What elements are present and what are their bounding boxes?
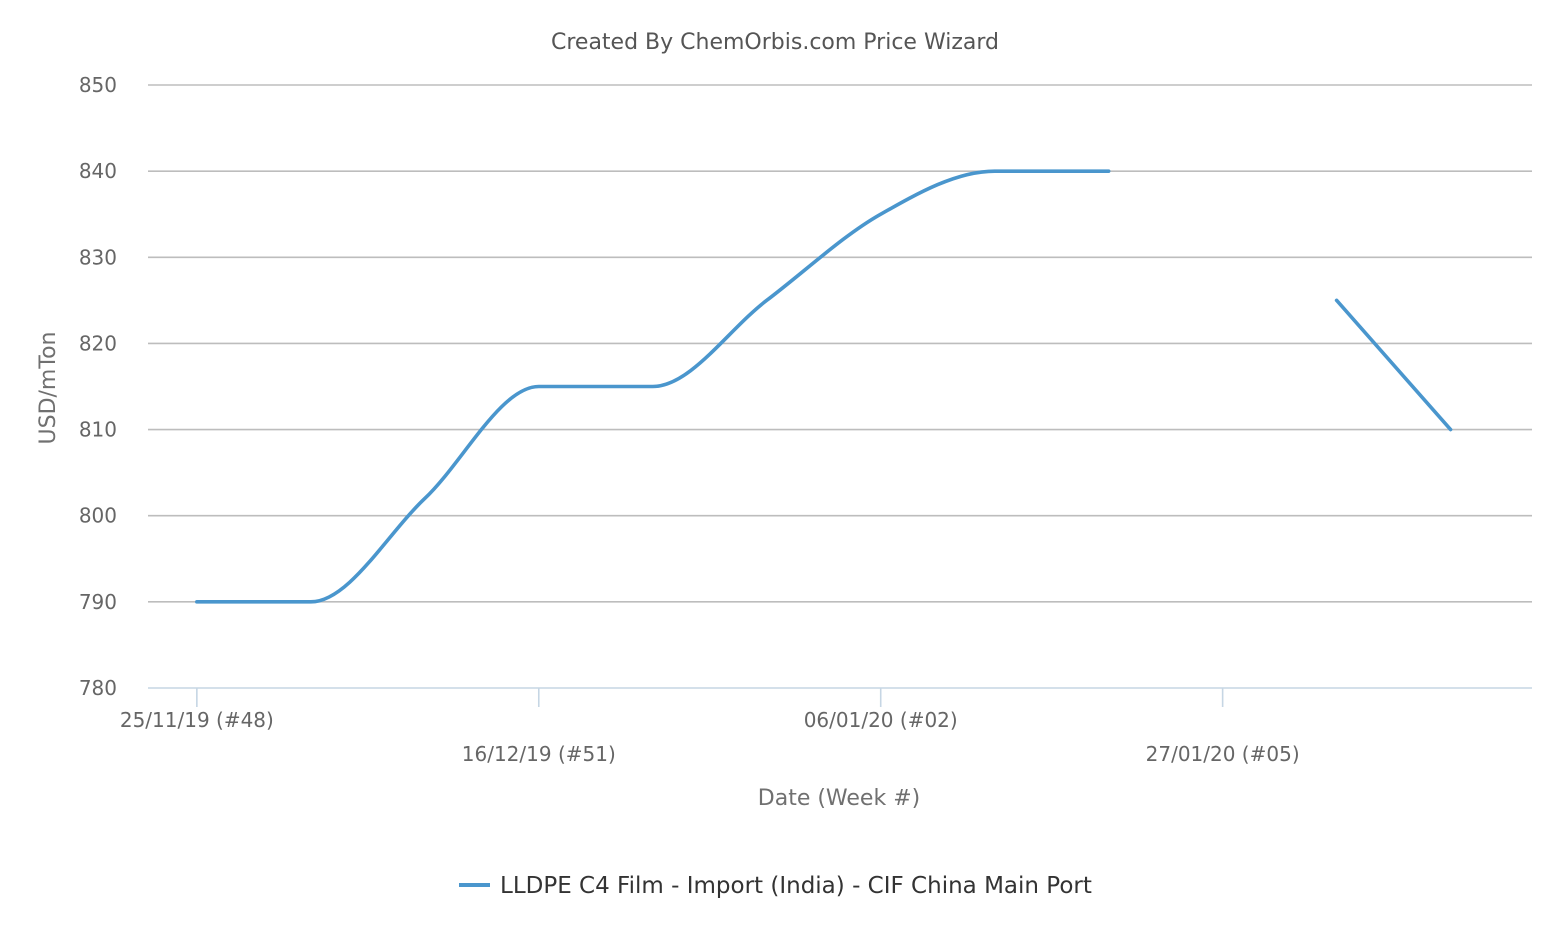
chart-title: Created By ChemOrbis.com Price Wizard <box>551 30 999 55</box>
y-axis-title: USD/mTon <box>36 332 61 445</box>
x-tick-label: 16/12/19 (#51) <box>462 742 616 766</box>
y-tick-label: 800 <box>79 504 117 528</box>
x-tick-label: 06/01/20 (#02) <box>804 708 958 732</box>
grid-lines <box>148 84 1532 689</box>
y-tick-label: 820 <box>79 331 117 355</box>
y-tick-label: 790 <box>79 590 117 614</box>
y-tick-label: 850 <box>79 73 117 97</box>
legend[interactable]: LLDPE C4 Film - Import (India) - CIF Chi… <box>459 873 1092 899</box>
series-line <box>1334 298 1453 432</box>
x-axis-title: Date (Week #) <box>758 786 920 811</box>
y-axis-ticks: 780 790 800 810 820 830 840 850 <box>79 73 117 700</box>
x-axis-ticks: 25/11/19 (#48) 16/12/19 (#51) 06/01/20 (#0… <box>120 688 1300 766</box>
y-tick-label: 780 <box>79 676 117 700</box>
series-line <box>195 169 1111 604</box>
series-lines <box>195 169 1453 604</box>
y-tick-label: 830 <box>79 245 117 269</box>
x-tick-label: 27/01/20 (#05) <box>1146 742 1300 766</box>
y-tick-label: 840 <box>79 159 117 183</box>
y-tick-label: 810 <box>79 418 117 442</box>
x-tick-label: 25/11/19 (#48) <box>120 708 274 732</box>
legend-label[interactable]: LLDPE C4 Film - Import (India) - CIF Chi… <box>500 873 1092 899</box>
